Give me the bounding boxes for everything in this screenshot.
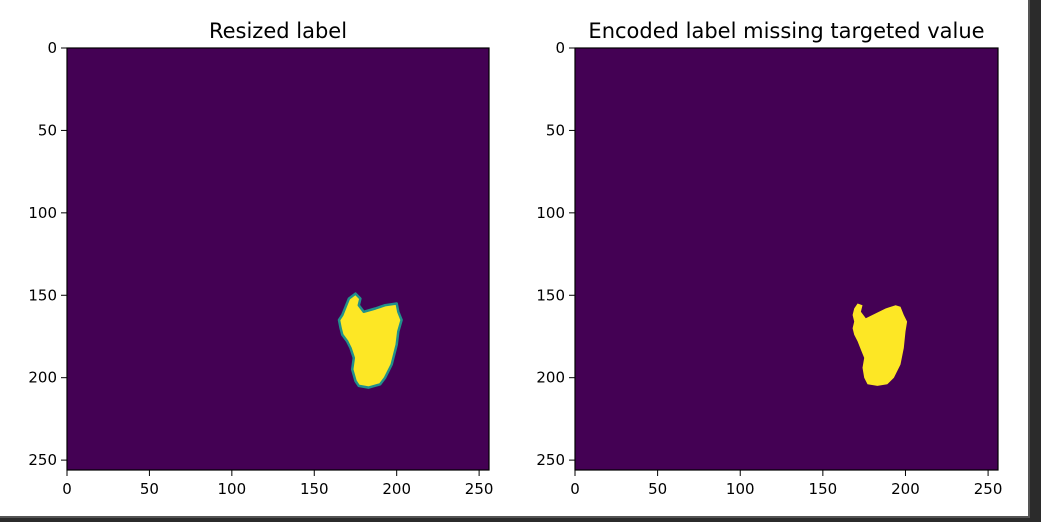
subplot-2: Encoded label missing targeted value 0 50 1… xyxy=(536,19,1002,498)
y-tick-label: 150 xyxy=(28,286,57,304)
heatmap-background xyxy=(575,48,998,470)
x-tick-label: 100 xyxy=(218,480,247,498)
y-tick-label: 150 xyxy=(536,286,565,304)
x-tick-label: 250 xyxy=(974,480,1003,498)
y-tick-label: 200 xyxy=(28,369,57,387)
chart-title: Resized label xyxy=(209,19,347,43)
label-region xyxy=(337,292,403,389)
y-tick-label: 250 xyxy=(28,451,57,469)
label-region xyxy=(852,303,908,386)
axes-frame xyxy=(574,47,999,471)
x-tick-label: 50 xyxy=(140,480,159,498)
y-tick-label: 100 xyxy=(28,204,57,222)
x-tick-label: 200 xyxy=(382,480,411,498)
y-tick-label: 100 xyxy=(536,204,565,222)
subplot-1: Resized label 0 50 100 150 200 250 0 50 100 150 200… xyxy=(28,19,493,498)
heatmap-background xyxy=(67,48,489,470)
x-tick-label: 150 xyxy=(300,480,329,498)
y-tick-label: 50 xyxy=(546,121,565,139)
y-tick-label: 250 xyxy=(536,451,565,469)
chart-title: Encoded label missing targeted value xyxy=(588,19,984,43)
x-tick-label: 200 xyxy=(891,480,920,498)
x-tick-label: 50 xyxy=(648,480,667,498)
x-tick-label: 150 xyxy=(809,480,838,498)
x-tick-label: 0 xyxy=(570,480,580,498)
y-tick-label: 0 xyxy=(555,39,565,57)
axes-frame xyxy=(66,47,490,471)
x-tick-label: 100 xyxy=(726,480,755,498)
y-tick-label: 0 xyxy=(47,39,57,57)
x-tick-label: 250 xyxy=(465,480,494,498)
y-tick-label: 200 xyxy=(536,369,565,387)
y-tick-label: 50 xyxy=(38,121,57,139)
x-tick-label: 0 xyxy=(62,480,72,498)
